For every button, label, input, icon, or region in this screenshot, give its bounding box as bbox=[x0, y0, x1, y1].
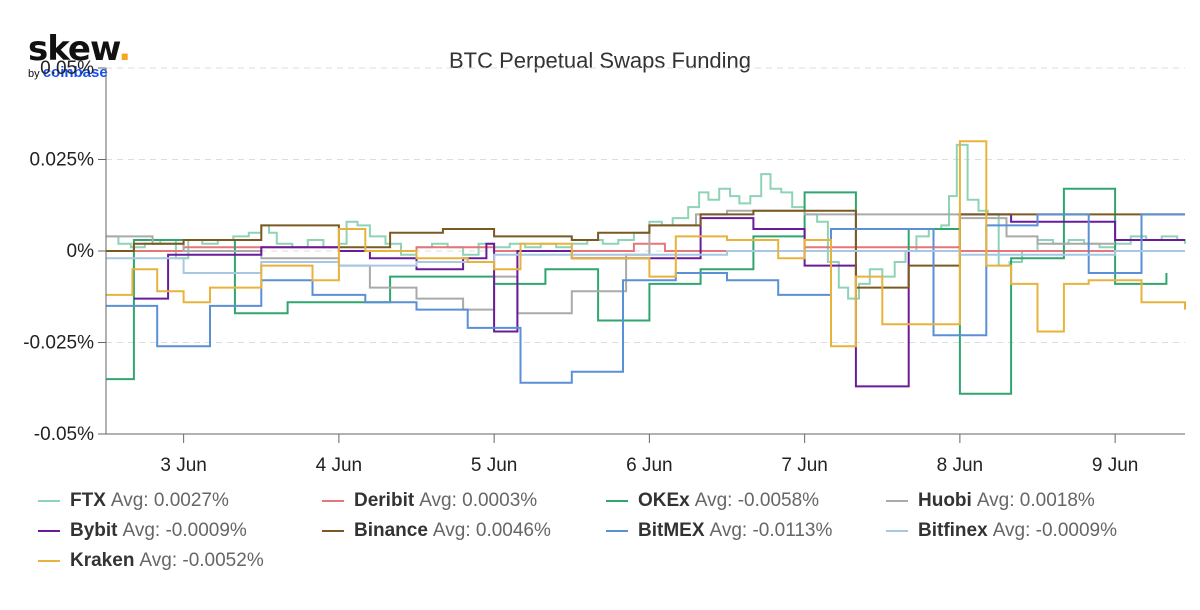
legend-swatch bbox=[38, 530, 60, 532]
series-line-binance bbox=[106, 209, 1185, 289]
legend-swatch bbox=[38, 500, 60, 502]
skew-logo: skew. by coinbase bbox=[28, 29, 131, 81]
x-axis-ticks: 3 Jun 4 Jun 5 Jun 6 Jun 7 Jun 8 Jun 9 Jun bbox=[160, 434, 1138, 476]
x-tick-label: 4 Jun bbox=[316, 455, 362, 476]
legend-item-huobi[interactable]: Huobi Avg: 0.0018% bbox=[886, 490, 1095, 512]
series-line-bitfinex bbox=[106, 250, 1185, 274]
legend-item-okex[interactable]: OKEx Avg: -0.0058% bbox=[606, 490, 819, 512]
legend-item-deribit[interactable]: Deribit Avg: 0.0003% bbox=[322, 490, 537, 512]
grid-lines bbox=[106, 67, 1185, 343]
legend-series-name: Bitfinex bbox=[918, 520, 988, 541]
legend-series-name: Deribit bbox=[354, 490, 415, 511]
y-tick-label: 0% bbox=[67, 241, 95, 262]
legend-series-name: Bybit bbox=[70, 520, 118, 541]
series-lines bbox=[106, 140, 1186, 395]
legend-series-avg: Avg: 0.0018% bbox=[976, 490, 1095, 511]
legend-swatch bbox=[606, 500, 628, 502]
x-tick-label: 6 Jun bbox=[626, 455, 672, 476]
series-line-kraken bbox=[106, 140, 1186, 348]
y-tick-label: -0.05% bbox=[34, 424, 94, 445]
legend-item-ftx[interactable]: FTX Avg: 0.0027% bbox=[38, 490, 229, 512]
series-line-bitmex bbox=[106, 213, 1185, 384]
legend-swatch bbox=[322, 500, 344, 502]
legend-item-bybit[interactable]: Bybit Avg: -0.0009% bbox=[38, 520, 247, 542]
y-tick-label: 0.05% bbox=[40, 58, 94, 79]
y-tick-label: -0.025% bbox=[23, 333, 94, 354]
legend-swatch bbox=[38, 560, 60, 562]
legend-swatch bbox=[606, 530, 628, 532]
legend-swatch bbox=[886, 500, 908, 502]
legend-series-avg: Avg: 0.0027% bbox=[110, 490, 229, 511]
legend-series-avg: Avg: -0.0052% bbox=[139, 550, 264, 571]
x-tick-label: 8 Jun bbox=[937, 455, 983, 476]
x-tick-label: 5 Jun bbox=[471, 455, 517, 476]
chart-title: BTC Perpetual Swaps Funding bbox=[449, 48, 751, 73]
legend-series-avg: Avg: -0.0058% bbox=[694, 490, 820, 511]
legend-series-avg: Avg: -0.0009% bbox=[122, 520, 247, 541]
legend-series-avg: Avg: -0.0113% bbox=[709, 520, 833, 541]
legend-series-name: Kraken bbox=[70, 550, 135, 571]
legend-series-name: BitMEX bbox=[638, 520, 705, 541]
legend-series-avg: Avg: 0.0003% bbox=[419, 490, 538, 511]
series-line-huobi bbox=[106, 209, 1116, 315]
legend-item-kraken[interactable]: Kraken Avg: -0.0052% bbox=[38, 550, 264, 572]
y-axis-ticks: -0.05% -0.025% 0% 0.025% 0.05% bbox=[23, 58, 106, 445]
legend-series-name: OKEx bbox=[638, 490, 690, 511]
legend-item-bitfinex[interactable]: Bitfinex Avg: -0.0009% bbox=[886, 520, 1117, 542]
x-tick-label: 3 Jun bbox=[160, 455, 206, 476]
legend-swatch bbox=[322, 530, 344, 532]
logo-byline: by coinbase bbox=[28, 64, 108, 81]
x-tick-label: 7 Jun bbox=[781, 455, 827, 476]
y-tick-label: 0.025% bbox=[30, 150, 95, 171]
legend-series-name: Huobi bbox=[918, 490, 972, 511]
legend-series-name: Binance bbox=[354, 520, 428, 541]
series-line-bybit bbox=[133, 213, 1185, 388]
legend-series-avg: Avg: -0.0009% bbox=[992, 520, 1117, 541]
logo-wordmark: skew. bbox=[28, 29, 131, 69]
legend-series-avg: Avg: 0.0046% bbox=[432, 520, 551, 541]
x-tick-label: 9 Jun bbox=[1092, 455, 1138, 476]
legend-item-bitmex[interactable]: BitMEX Avg: -0.0113% bbox=[606, 520, 832, 542]
legend-series-name: FTX bbox=[70, 490, 106, 511]
legend-item-binance[interactable]: Binance Avg: 0.0046% bbox=[322, 520, 551, 542]
legend-swatch bbox=[886, 530, 908, 532]
